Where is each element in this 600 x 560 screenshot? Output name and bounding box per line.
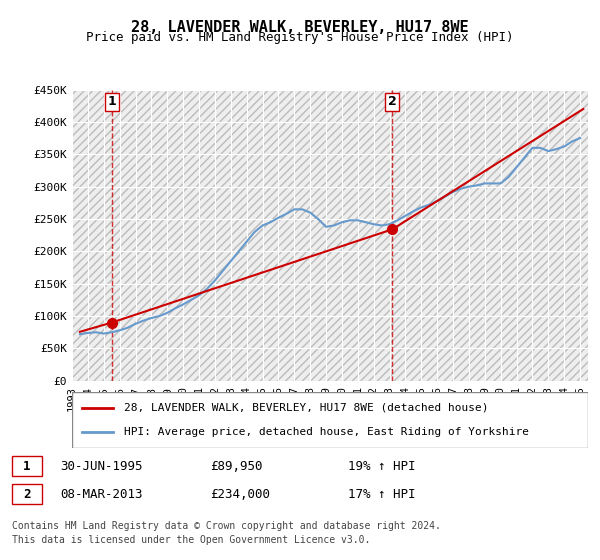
Text: HPI: Average price, detached house, East Riding of Yorkshire: HPI: Average price, detached house, East… (124, 427, 529, 437)
Text: 28, LAVENDER WALK, BEVERLEY, HU17 8WE: 28, LAVENDER WALK, BEVERLEY, HU17 8WE (131, 20, 469, 35)
Text: 19% ↑ HPI: 19% ↑ HPI (348, 460, 415, 473)
Text: £234,000: £234,000 (210, 488, 270, 501)
Bar (12, 456, 42, 476)
Text: 08-MAR-2013: 08-MAR-2013 (60, 488, 143, 501)
Text: 17% ↑ HPI: 17% ↑ HPI (348, 488, 415, 501)
Text: 2: 2 (23, 488, 31, 501)
Text: 2: 2 (388, 95, 397, 109)
Text: £89,950: £89,950 (210, 460, 263, 473)
Bar (12, 484, 42, 504)
Text: Contains HM Land Registry data © Crown copyright and database right 2024.: Contains HM Land Registry data © Crown c… (12, 521, 441, 531)
Text: 1: 1 (107, 95, 116, 109)
Text: 28, LAVENDER WALK, BEVERLEY, HU17 8WE (detached house): 28, LAVENDER WALK, BEVERLEY, HU17 8WE (d… (124, 403, 488, 413)
Text: 30-JUN-1995: 30-JUN-1995 (60, 460, 143, 473)
Text: Price paid vs. HM Land Registry's House Price Index (HPI): Price paid vs. HM Land Registry's House … (86, 31, 514, 44)
Text: This data is licensed under the Open Government Licence v3.0.: This data is licensed under the Open Gov… (12, 535, 370, 545)
Text: 1: 1 (23, 460, 31, 473)
